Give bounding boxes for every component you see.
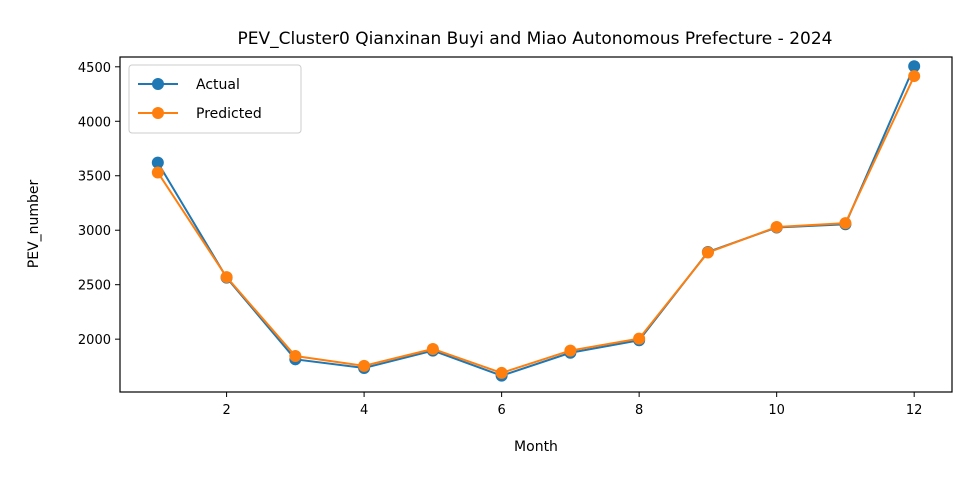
data-point-predicted [220, 271, 233, 284]
data-point-actual [151, 156, 164, 169]
x-tick-label: 4 [360, 403, 368, 418]
x-tick-label: 6 [497, 403, 505, 418]
data-point-predicted [426, 342, 439, 355]
x-tick-label: 2 [222, 403, 230, 418]
data-point-predicted [633, 332, 646, 345]
y-axis-label: PEV_number [26, 180, 42, 269]
y-tick-label: 4500 [78, 61, 111, 76]
plot-area [151, 60, 921, 382]
data-point-predicted [564, 344, 577, 357]
y-axis: 2000 2500 3000 3500 4000 4500 [78, 61, 120, 348]
data-point-predicted [908, 70, 921, 83]
data-point-predicted [289, 350, 302, 363]
data-point-predicted [495, 366, 508, 379]
chart-title: PEV_Cluster0 Qianxinan Buyi and Miao Aut… [238, 29, 833, 49]
legend: Actual Predicted [128, 64, 302, 134]
x-tick-label: 10 [768, 403, 785, 418]
legend-box [128, 64, 302, 134]
data-point-actual [908, 60, 921, 73]
y-tick-label: 2500 [78, 279, 111, 294]
data-point-predicted [839, 217, 852, 230]
legend-marker-actual [152, 78, 164, 90]
data-point-predicted [770, 220, 783, 233]
data-point-predicted [701, 246, 714, 259]
legend-label-predicted: Predicted [196, 106, 262, 122]
x-tick-label: 8 [635, 403, 643, 418]
series-line-predicted [156, 75, 916, 374]
data-point-predicted [151, 166, 164, 179]
legend-marker-predicted [152, 107, 164, 119]
y-tick-label: 2000 [78, 333, 111, 348]
plot-frame [119, 56, 953, 393]
y-tick-label: 3500 [78, 170, 111, 185]
series-predicted [151, 70, 921, 379]
legend-label-actual: Actual [196, 77, 240, 93]
data-point-predicted [358, 359, 371, 372]
x-axis-label: Month [514, 439, 558, 455]
y-tick-label: 4000 [78, 115, 111, 130]
x-tick-label: 12 [906, 403, 923, 418]
y-tick-label: 3000 [78, 224, 111, 239]
x-axis: 2 4 6 8 10 12 [222, 392, 922, 418]
